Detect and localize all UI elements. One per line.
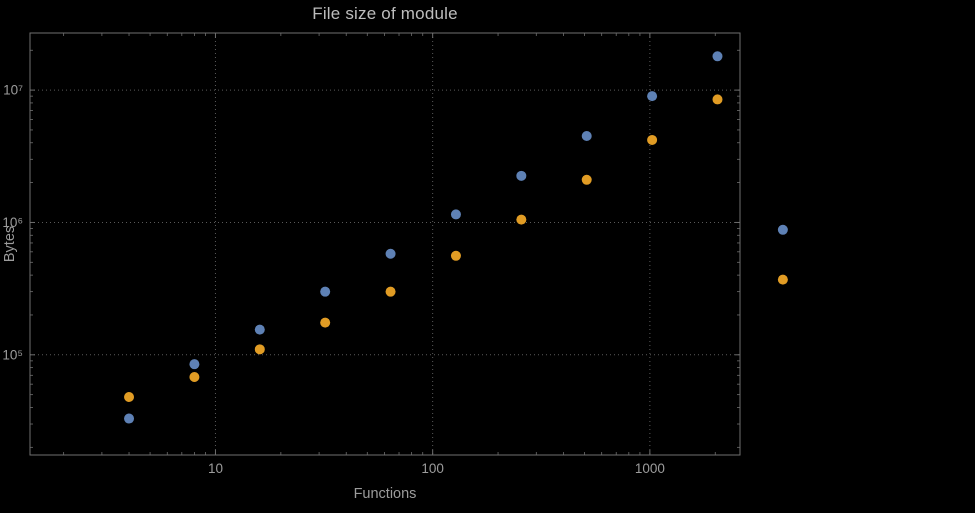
y-tick-label: 10⁶ bbox=[2, 215, 23, 230]
blue-series-point bbox=[320, 286, 331, 297]
blue-series-point bbox=[450, 209, 461, 220]
y-tick-label: 10⁷ bbox=[3, 83, 23, 98]
blue-series-point bbox=[254, 324, 265, 335]
y-tick-label: 10⁵ bbox=[2, 347, 23, 362]
chart-title: File size of module bbox=[312, 4, 458, 23]
orange-series-point bbox=[320, 317, 331, 328]
blue-series-point bbox=[189, 359, 200, 370]
orange-series-point bbox=[712, 94, 723, 105]
x-tick-label: 1000 bbox=[635, 461, 665, 476]
x-axis-label: Functions bbox=[353, 486, 417, 502]
orange-series-point bbox=[189, 371, 200, 382]
x-tick-label: 10 bbox=[208, 461, 223, 476]
plot-frame bbox=[29, 32, 741, 456]
blue-series-point bbox=[124, 413, 135, 424]
orange-series-point bbox=[581, 174, 592, 185]
orange-series-point bbox=[254, 344, 265, 355]
orange-series-point bbox=[647, 134, 658, 145]
orange-series-point bbox=[385, 286, 396, 297]
blue-series-point bbox=[777, 224, 788, 235]
orange-series-point bbox=[777, 274, 788, 285]
y-axis-label: Bytes bbox=[2, 225, 18, 263]
blue-series-point bbox=[581, 130, 592, 141]
blue-series-point bbox=[385, 248, 396, 259]
x-tick-label: 100 bbox=[421, 461, 444, 476]
blue-series-point bbox=[516, 170, 527, 181]
orange-series-point bbox=[516, 214, 527, 225]
blue-series-point bbox=[712, 51, 723, 62]
blue-series-point bbox=[647, 91, 658, 102]
orange-series-point bbox=[450, 250, 461, 261]
orange-series-point bbox=[124, 392, 135, 403]
